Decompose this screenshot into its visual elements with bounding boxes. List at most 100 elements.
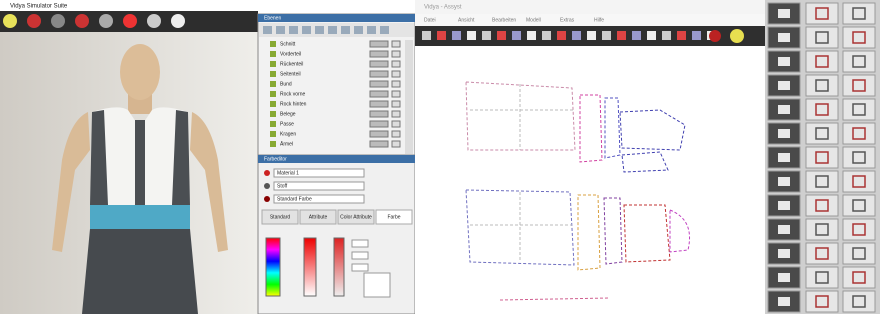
menu-item[interactable]: Bearbeiten bbox=[492, 17, 516, 23]
tool-button[interactable] bbox=[843, 195, 875, 216]
tool-button[interactable] bbox=[843, 267, 875, 288]
tool-button[interactable] bbox=[75, 14, 89, 28]
tool-button[interactable] bbox=[806, 75, 838, 96]
layer-label[interactable]: Bund bbox=[280, 81, 292, 87]
layer-visibility[interactable] bbox=[392, 101, 400, 107]
field-box[interactable] bbox=[274, 182, 364, 190]
tool-button[interactable] bbox=[843, 171, 875, 192]
tool-button[interactable] bbox=[557, 31, 566, 40]
tool-button[interactable] bbox=[452, 31, 461, 40]
layer-label[interactable]: Passe bbox=[280, 121, 294, 127]
layer-icon[interactable] bbox=[270, 91, 276, 97]
menu-item[interactable]: Extras bbox=[560, 17, 575, 23]
hue-bar[interactable] bbox=[266, 238, 280, 296]
menu-item[interactable]: Datei bbox=[424, 17, 436, 23]
tool-button[interactable] bbox=[843, 75, 875, 96]
layer-icon[interactable] bbox=[270, 121, 276, 127]
tool-button[interactable] bbox=[692, 31, 701, 40]
layer-icon[interactable] bbox=[270, 81, 276, 87]
tool-button[interactable] bbox=[806, 171, 838, 192]
tool-button[interactable] bbox=[806, 123, 838, 144]
layer-visibility[interactable] bbox=[392, 131, 400, 137]
layer-visibility[interactable] bbox=[392, 61, 400, 67]
menu-item[interactable]: Ansicht bbox=[458, 17, 475, 23]
tree-tool[interactable] bbox=[289, 26, 298, 34]
layer-visibility[interactable] bbox=[392, 91, 400, 97]
spin-box[interactable] bbox=[352, 240, 368, 247]
saturation-bar[interactable] bbox=[304, 238, 316, 296]
tool-button[interactable] bbox=[843, 27, 875, 48]
spin-box[interactable] bbox=[352, 264, 368, 271]
menu-item[interactable]: Modell bbox=[526, 17, 541, 23]
layer-visibility[interactable] bbox=[392, 81, 400, 87]
layer-label[interactable]: Rückenteil bbox=[280, 61, 303, 67]
scrollbar[interactable] bbox=[405, 40, 413, 154]
tool-button[interactable] bbox=[27, 14, 41, 28]
layer-label[interactable]: Rock vorne bbox=[280, 91, 306, 97]
tree-tool[interactable] bbox=[354, 26, 363, 34]
tool-button[interactable] bbox=[843, 123, 875, 144]
tool-button[interactable] bbox=[171, 14, 185, 28]
field-value[interactable]: Material 1 bbox=[277, 170, 299, 176]
tool-button[interactable] bbox=[806, 219, 838, 240]
tool-button[interactable] bbox=[709, 30, 721, 42]
tool-button[interactable] bbox=[482, 31, 491, 40]
tool-button[interactable] bbox=[843, 219, 875, 240]
tool-button[interactable] bbox=[527, 31, 536, 40]
field-value[interactable]: Stoff bbox=[277, 183, 288, 189]
tool-button[interactable] bbox=[806, 243, 838, 264]
tool-button[interactable] bbox=[51, 14, 65, 28]
layer-visibility[interactable] bbox=[392, 111, 400, 117]
layer-icon[interactable] bbox=[270, 51, 276, 57]
tool-button[interactable] bbox=[422, 31, 431, 40]
tool-button[interactable] bbox=[497, 31, 506, 40]
tab-label[interactable]: Standard bbox=[270, 214, 291, 220]
tool-button[interactable] bbox=[843, 99, 875, 120]
layer-toggle[interactable] bbox=[370, 121, 388, 127]
tree-tool[interactable] bbox=[263, 26, 272, 34]
tool-button[interactable] bbox=[806, 51, 838, 72]
tool-button[interactable] bbox=[662, 31, 671, 40]
layer-icon[interactable] bbox=[270, 101, 276, 107]
tool-button[interactable] bbox=[542, 31, 551, 40]
menu-item[interactable]: Hilfe bbox=[594, 17, 604, 23]
layer-icon[interactable] bbox=[270, 61, 276, 67]
tool-button[interactable] bbox=[806, 291, 838, 312]
tool-button[interactable] bbox=[806, 267, 838, 288]
layer-visibility[interactable] bbox=[392, 121, 400, 127]
tree-tool[interactable] bbox=[276, 26, 285, 34]
tool-button[interactable] bbox=[806, 3, 838, 24]
tool-button[interactable] bbox=[512, 31, 521, 40]
tab-label[interactable]: Farbe bbox=[387, 214, 400, 220]
layer-label[interactable]: Vorderteil bbox=[280, 51, 301, 57]
layer-toggle[interactable] bbox=[370, 41, 388, 47]
layer-label[interactable]: Belege bbox=[280, 111, 296, 117]
tool-button[interactable] bbox=[632, 31, 641, 40]
tool-button[interactable] bbox=[123, 14, 137, 28]
tool-button[interactable] bbox=[467, 31, 476, 40]
layer-visibility[interactable] bbox=[392, 141, 400, 147]
layer-toggle[interactable] bbox=[370, 101, 388, 107]
tool-button[interactable] bbox=[602, 31, 611, 40]
layer-visibility[interactable] bbox=[392, 51, 400, 57]
tool-button[interactable] bbox=[677, 31, 686, 40]
tree-tool[interactable] bbox=[302, 26, 311, 34]
tree-tool[interactable] bbox=[380, 26, 389, 34]
tree-tool[interactable] bbox=[341, 26, 350, 34]
layer-label[interactable]: Schnitt bbox=[280, 41, 296, 47]
tool-button[interactable] bbox=[806, 195, 838, 216]
layer-visibility[interactable] bbox=[392, 71, 400, 77]
tool-button[interactable] bbox=[437, 31, 446, 40]
tool-button[interactable] bbox=[806, 99, 838, 120]
layer-icon[interactable] bbox=[270, 111, 276, 117]
layer-icon[interactable] bbox=[270, 131, 276, 137]
tool-button[interactable] bbox=[147, 14, 161, 28]
layer-label[interactable]: Rock hinten bbox=[280, 101, 307, 107]
layer-toggle[interactable] bbox=[370, 51, 388, 57]
tool-button[interactable] bbox=[572, 31, 581, 40]
tool-button[interactable] bbox=[3, 14, 17, 28]
tool-button[interactable] bbox=[843, 147, 875, 168]
tab-label[interactable]: Color Attribute bbox=[340, 214, 372, 220]
tool-button[interactable] bbox=[843, 51, 875, 72]
layer-toggle[interactable] bbox=[370, 141, 388, 147]
